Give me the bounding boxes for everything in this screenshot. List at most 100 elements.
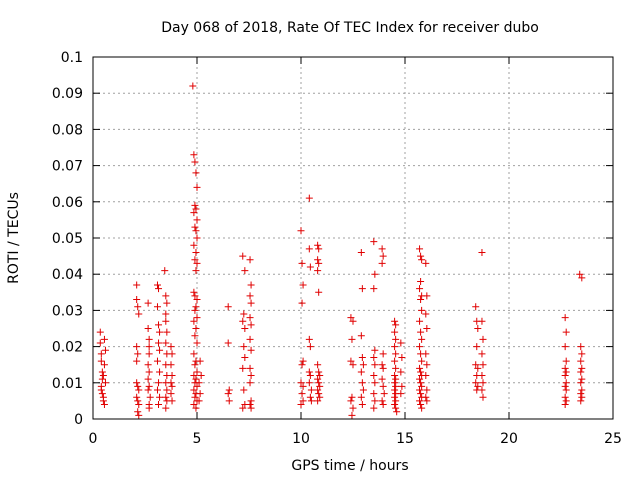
data-point <box>306 372 314 380</box>
data-point <box>192 248 200 256</box>
data-point <box>196 390 204 398</box>
data-point <box>358 401 366 409</box>
data-point <box>378 375 386 383</box>
y-axis-label: ROTI / TECUs <box>6 192 22 284</box>
data-point <box>479 361 487 369</box>
data-point <box>357 332 365 340</box>
data-point <box>197 372 205 380</box>
data-point <box>316 372 324 380</box>
data-point <box>391 328 399 336</box>
data-point <box>146 393 154 401</box>
data-point <box>472 379 480 387</box>
data-point <box>191 223 199 231</box>
data-point <box>478 372 486 380</box>
data-point <box>101 379 109 387</box>
data-point <box>379 350 387 358</box>
data-point <box>192 205 200 213</box>
data-point <box>144 325 152 332</box>
data-point <box>145 382 153 390</box>
data-point <box>561 382 569 390</box>
data-point <box>578 274 586 282</box>
data-point <box>315 245 323 253</box>
data-point <box>298 259 306 267</box>
data-point <box>370 404 378 412</box>
data-point <box>370 372 378 380</box>
data-point <box>422 310 430 318</box>
data-point <box>225 386 233 394</box>
data-point <box>239 317 247 325</box>
data-point <box>379 252 387 260</box>
data-point <box>349 404 357 412</box>
data-point <box>577 368 585 376</box>
data-point <box>347 314 355 322</box>
data-point <box>153 303 161 311</box>
data-point <box>416 317 424 325</box>
data-point <box>417 368 425 376</box>
data-point <box>577 379 585 387</box>
data-point <box>391 379 399 387</box>
data-point <box>195 379 203 387</box>
data-point <box>305 335 313 343</box>
data-point <box>191 361 199 369</box>
data-point <box>193 216 201 224</box>
data-point <box>391 317 399 325</box>
data-point <box>422 393 430 401</box>
data-point <box>418 357 426 365</box>
data-point <box>370 353 378 361</box>
data-point <box>378 397 386 405</box>
data-point <box>247 372 255 380</box>
data-point <box>297 227 305 235</box>
data-point <box>100 361 108 369</box>
data-point <box>98 368 106 376</box>
data-point <box>306 393 314 401</box>
data-point <box>314 361 322 369</box>
data-point <box>163 299 171 307</box>
data-point <box>224 390 232 398</box>
data-point <box>99 372 107 380</box>
data-point <box>416 364 424 372</box>
data-point <box>417 296 425 304</box>
data-point <box>297 401 305 409</box>
data-point <box>379 382 387 390</box>
data-point <box>246 364 254 372</box>
x-tick-label: 20 <box>500 431 518 447</box>
data-point <box>192 404 200 412</box>
data-point <box>135 411 143 419</box>
data-point <box>474 364 482 372</box>
data-point <box>359 361 367 369</box>
data-point <box>478 248 486 256</box>
data-point <box>162 310 170 318</box>
data-point <box>378 245 386 253</box>
data-point <box>100 401 108 409</box>
data-point <box>562 397 570 405</box>
data-point <box>193 234 201 242</box>
data-point <box>153 281 161 289</box>
data-point <box>167 379 175 387</box>
data-point <box>190 317 198 325</box>
data-point <box>418 382 426 390</box>
data-point <box>315 390 323 398</box>
data-point <box>347 397 355 405</box>
y-tick-label: 0.04 <box>52 267 83 283</box>
data-point <box>305 245 313 253</box>
data-point <box>144 386 152 394</box>
data-points <box>96 82 586 419</box>
data-point <box>192 325 200 332</box>
data-point <box>380 390 388 398</box>
data-point <box>241 325 249 332</box>
data-point <box>240 310 248 318</box>
data-point <box>315 379 323 387</box>
data-point <box>193 259 201 267</box>
data-point <box>474 325 482 332</box>
data-point <box>422 350 430 358</box>
data-point <box>162 317 170 325</box>
data-point <box>358 353 366 361</box>
data-point <box>359 386 367 394</box>
x-tick-label: 15 <box>396 431 414 447</box>
x-tick-label: 10 <box>292 431 310 447</box>
data-point <box>416 397 424 405</box>
data-point <box>167 390 175 398</box>
data-point <box>398 353 406 361</box>
data-point <box>193 339 201 347</box>
data-point <box>155 285 163 293</box>
